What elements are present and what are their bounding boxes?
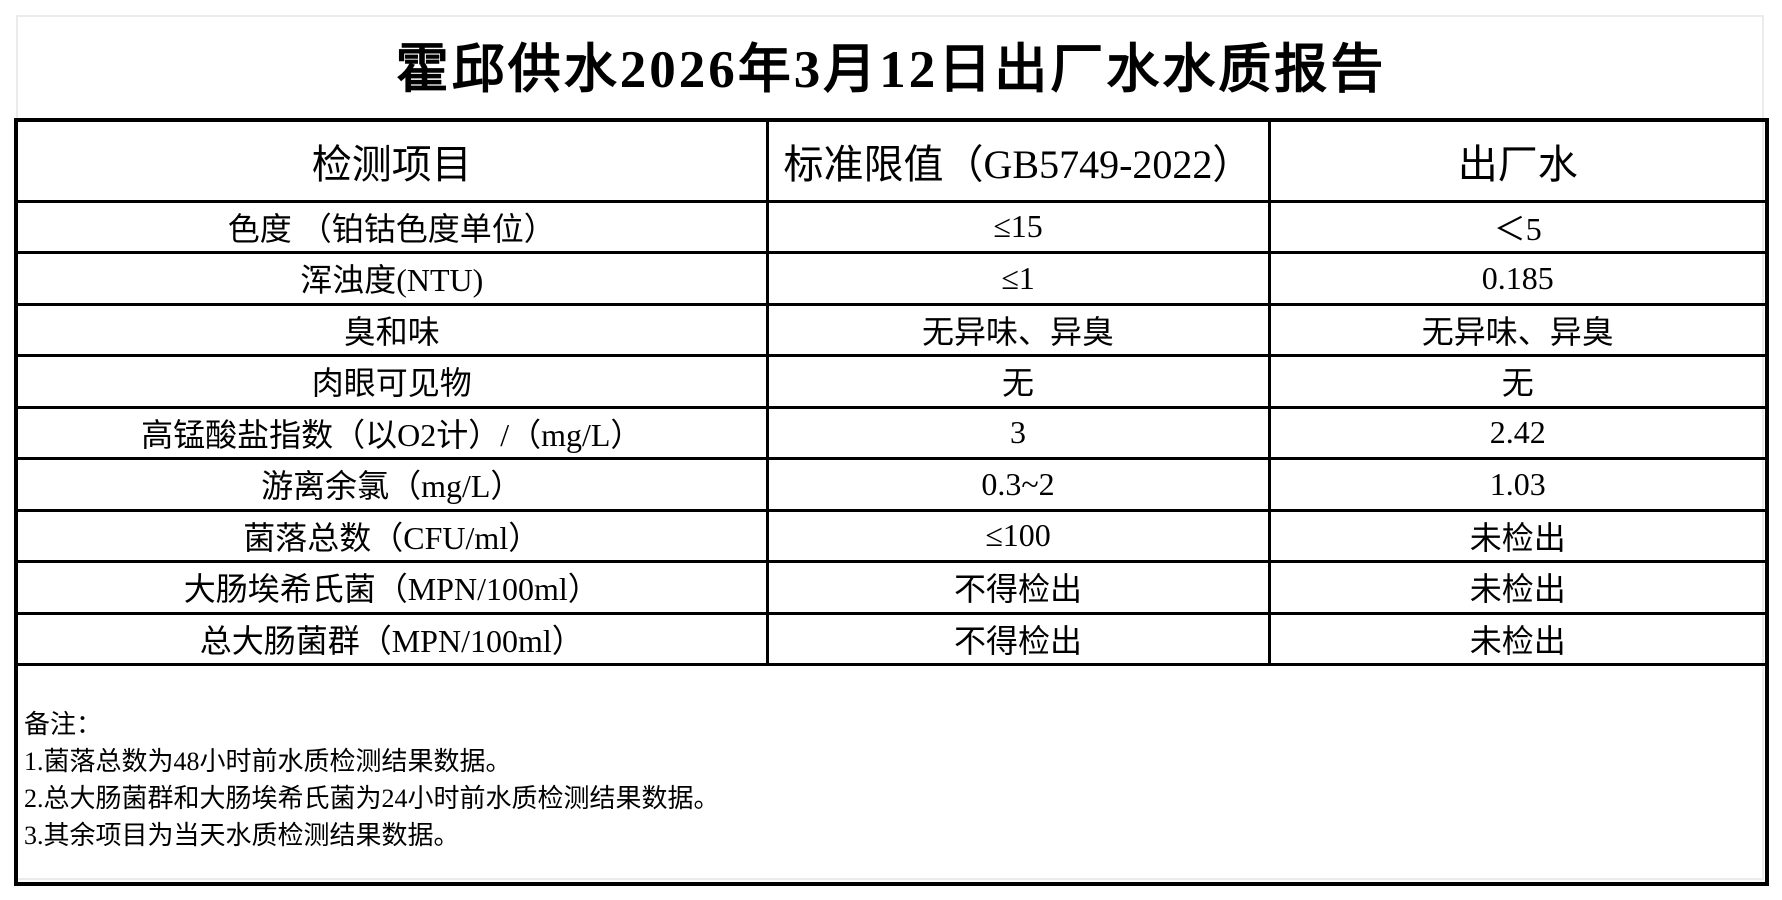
table-row-turbidity: 浑浊度(NTU) ≤1 0.185 [14, 251, 1769, 306]
water-quality-table: 检测项目 标准限值（GB5749-2022） 出厂水 色度 （铂钴色度单位） ≤… [14, 118, 1769, 886]
note-line-2: 2.总大肠菌群和大肠埃希氏菌为24小时前水质检测结果数据。 [24, 784, 720, 813]
parameter-name: 游离余氯（mg/L） [14, 457, 769, 512]
measured-value: 无异味、异臭 [1267, 302, 1769, 357]
standard-limit-value: ≤1 [765, 251, 1271, 306]
table-row-free-chlorine: 游离余氯（mg/L） 0.3~2 1.03 [14, 457, 1769, 512]
table-row-e-coli: 大肠埃希氏菌（MPN/100ml） 不得检出 未检出 [14, 560, 1769, 615]
measured-value: 无 [1267, 354, 1769, 409]
table-row-visible-matter: 肉眼可见物 无 无 [14, 354, 1769, 409]
notes-label: 备注： [24, 710, 103, 739]
table-row-permanganate-index: 高锰酸盐指数（以O2计）/（mg/L） 3 2.42 [14, 405, 1769, 460]
parameter-name: 高锰酸盐指数（以O2计）/（mg/L） [14, 405, 769, 460]
standard-limit-value: ≤100 [765, 508, 1271, 563]
column-header-parameter: 检测项目 [14, 118, 769, 203]
measured-value: 2.42 [1267, 405, 1769, 460]
measured-value: 0.185 [1267, 251, 1769, 306]
parameter-name: 总大肠菌群（MPN/100ml） [14, 611, 769, 666]
parameter-name: 色度 （铂钴色度单位） [14, 199, 769, 254]
table-row-total-coliforms: 总大肠菌群（MPN/100ml） 不得检出 未检出 [14, 611, 1769, 666]
parameter-name: 浑浊度(NTU) [14, 251, 769, 306]
standard-limit-value: 不得检出 [765, 611, 1271, 666]
standard-limit-value: 0.3~2 [765, 457, 1271, 512]
measured-value: ＜5 [1267, 199, 1769, 254]
standard-limit-value: 无 [765, 354, 1271, 409]
measured-value: 1.03 [1267, 457, 1769, 512]
parameter-name: 大肠埃希氏菌（MPN/100ml） [14, 560, 769, 615]
table-row-chromaticity: 色度 （铂钴色度单位） ≤15 ＜5 [14, 199, 1769, 254]
notes-cell: 备注： 1.菌落总数为48小时前水质检测结果数据。 2.总大肠菌群和大肠埃希氏菌… [14, 663, 1769, 885]
page-title: 霍邱供水2026年3月12日出厂水水质报告 [395, 41, 1387, 99]
table-row-colony-count: 菌落总数（CFU/ml） ≤100 未检出 [14, 508, 1769, 563]
standard-limit-value: ≤15 [765, 199, 1271, 254]
parameter-name: 菌落总数（CFU/ml） [14, 508, 769, 563]
measured-value: 未检出 [1267, 611, 1769, 666]
table-row-odor-taste: 臭和味 无异味、异臭 无异味、异臭 [14, 302, 1769, 357]
parameter-name: 肉眼可见物 [14, 354, 769, 409]
table-header-row: 检测项目 标准限值（GB5749-2022） 出厂水 [14, 118, 1769, 203]
column-header-standard-limit: 标准限值（GB5749-2022） [765, 118, 1271, 203]
notes-row: 备注： 1.菌落总数为48小时前水质检测结果数据。 2.总大肠菌群和大肠埃希氏菌… [14, 663, 1769, 885]
standard-limit-value: 3 [765, 405, 1271, 460]
measured-value: 未检出 [1267, 560, 1769, 615]
column-header-outlet-water: 出厂水 [1267, 118, 1769, 203]
measured-value: 未检出 [1267, 508, 1769, 563]
standard-limit-value: 无异味、异臭 [765, 302, 1271, 357]
standard-limit-value: 不得检出 [765, 560, 1271, 615]
note-line-3: 3.其余项目为当天水质检测结果数据。 [24, 821, 460, 850]
parameter-name: 臭和味 [14, 302, 769, 357]
note-line-1: 1.菌落总数为48小时前水质检测结果数据。 [24, 747, 512, 776]
